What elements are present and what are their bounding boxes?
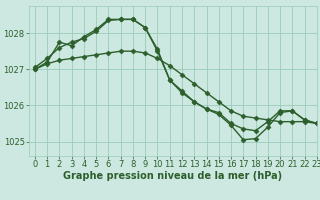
X-axis label: Graphe pression niveau de la mer (hPa): Graphe pression niveau de la mer (hPa) — [63, 171, 282, 181]
